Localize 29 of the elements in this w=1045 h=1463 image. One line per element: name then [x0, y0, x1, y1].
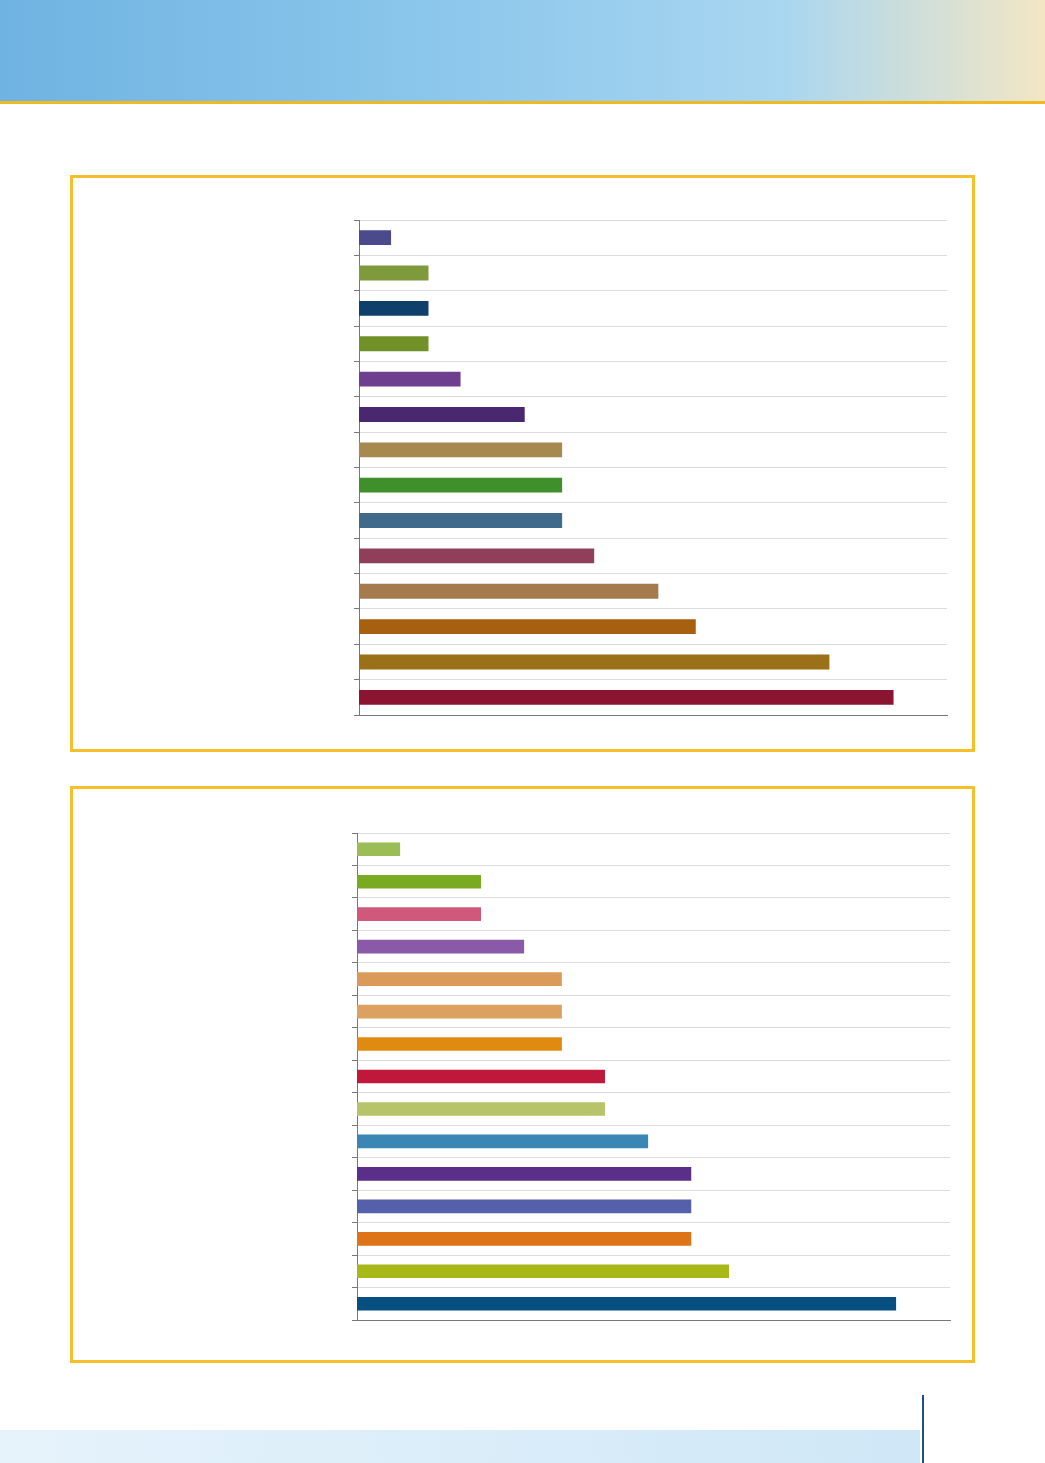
bar [357, 874, 481, 889]
bar [357, 1232, 692, 1246]
bar [357, 1134, 649, 1149]
bar [357, 1264, 729, 1279]
bar [357, 1296, 897, 1311]
bar [357, 842, 401, 857]
bar [359, 265, 429, 281]
bar [357, 907, 481, 921]
bar [357, 1037, 562, 1051]
bar [359, 407, 525, 422]
bar [359, 689, 894, 705]
bar [359, 654, 830, 670]
bar [359, 371, 461, 387]
bar [359, 548, 595, 564]
bar [359, 442, 563, 458]
bar [359, 583, 659, 599]
bar [357, 1004, 562, 1019]
bar [357, 1069, 605, 1084]
bar [359, 513, 563, 528]
bar [357, 1167, 692, 1181]
bar [359, 230, 392, 246]
bar [359, 300, 429, 316]
bar [357, 939, 525, 954]
bar [357, 972, 562, 986]
bar [359, 619, 696, 635]
bar [359, 336, 429, 352]
bar [357, 1102, 605, 1116]
bar [359, 477, 563, 493]
bar [357, 1199, 692, 1214]
